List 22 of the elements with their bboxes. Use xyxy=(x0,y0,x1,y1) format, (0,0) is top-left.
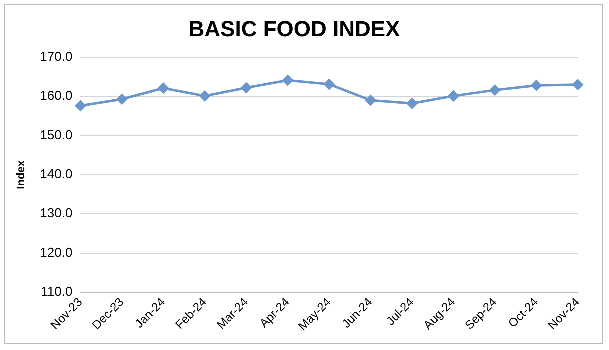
point xyxy=(241,82,252,94)
point xyxy=(158,83,169,94)
y-tick-label: 170.0 xyxy=(40,48,73,64)
point xyxy=(531,80,542,91)
y-tick-label: 120.0 xyxy=(40,244,73,260)
chart-title: BASIC FOOD INDEX xyxy=(188,16,401,42)
point xyxy=(448,90,459,102)
point xyxy=(75,100,86,112)
point xyxy=(490,85,500,96)
y-tick-label: 160.0 xyxy=(40,88,73,104)
point xyxy=(406,98,418,109)
point xyxy=(200,90,210,102)
point xyxy=(116,94,128,105)
y-axis-title: Index xyxy=(16,160,28,190)
point xyxy=(366,95,376,106)
y-tick-label: 130.0 xyxy=(40,206,73,221)
point xyxy=(282,75,294,86)
y-tick-label: 140.0 xyxy=(40,166,73,182)
y-tick-label: 150.0 xyxy=(40,127,73,142)
point xyxy=(572,80,584,90)
y-tick-label: 110.0 xyxy=(41,284,73,300)
point xyxy=(324,79,335,90)
